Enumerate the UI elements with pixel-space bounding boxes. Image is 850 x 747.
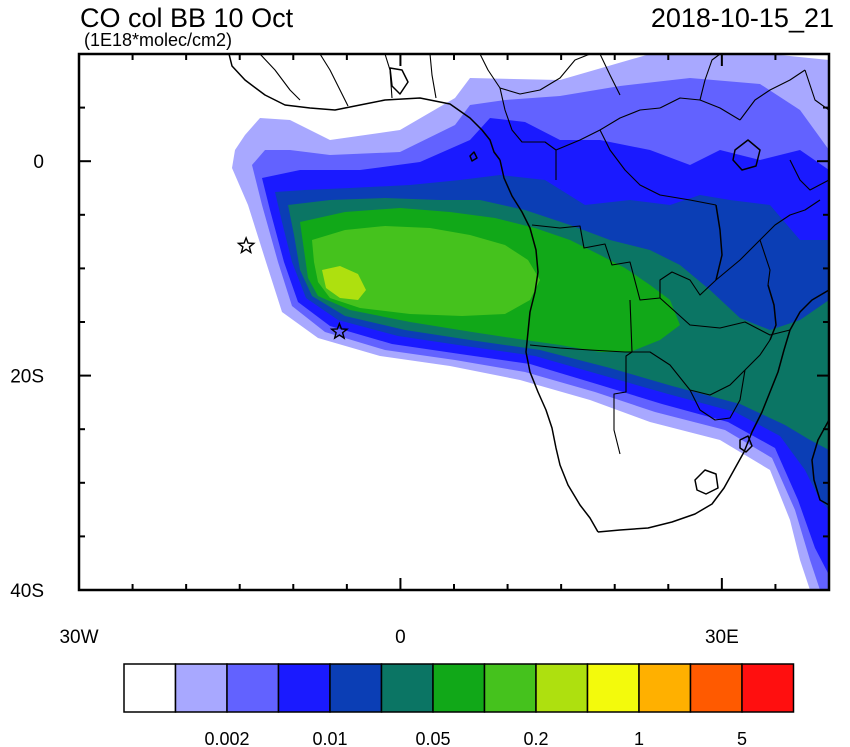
colorbar-box: [432, 663, 486, 713]
y-tick-label: 40S: [10, 581, 44, 602]
coastlines: [228, 54, 829, 533]
colorbar-label: 0.05: [415, 729, 450, 747]
colorbar-label: 0.01: [312, 729, 347, 747]
colorbar-label: 0.002: [204, 729, 249, 747]
colorbar-label: 1: [634, 729, 644, 747]
axis-tick-labels: 30W 0 30E 0 20S 40S: [10, 152, 739, 648]
colorbar-label: 5: [737, 729, 747, 747]
colorbar-label: 0.2: [523, 729, 548, 747]
colorbar-box: [174, 663, 228, 713]
colorbar-box: [277, 663, 331, 713]
map-title: CO col BB 10 Oct: [80, 3, 294, 33]
colorbar-box: [638, 663, 692, 713]
colorbar-box: [380, 663, 434, 713]
axis-ticks: [78, 53, 830, 591]
station-markers: [236, 235, 349, 340]
co-level-7: [312, 226, 540, 316]
y-tick-label: 20S: [10, 367, 44, 388]
y-tick-label: 0: [33, 152, 44, 173]
colorbar-box: [329, 663, 383, 713]
colorbar-box: [535, 663, 589, 713]
x-tick-label: 30W: [59, 627, 98, 648]
colorbar-box: [226, 663, 280, 713]
x-tick-label: 0: [395, 627, 406, 648]
colorbar-box: [586, 663, 640, 713]
colorbar-box: [483, 663, 537, 713]
colorbar-box: [741, 663, 795, 713]
units-label: (1E18*molec/cm2): [84, 30, 232, 50]
timestamp-label: 2018-10-15_21: [651, 3, 834, 33]
station-star-icon: [236, 235, 256, 255]
colorbar: 0.002 0.01 0.05 0.2 1 5: [123, 663, 795, 747]
colorbar-box: [689, 663, 743, 713]
x-tick-label: 30E: [705, 627, 739, 648]
co-level-8: [322, 266, 366, 300]
country-borders: [259, 54, 829, 455]
colorbar-box: [123, 663, 177, 713]
station-star-icon: [329, 321, 349, 340]
map-area: [79, 54, 829, 590]
